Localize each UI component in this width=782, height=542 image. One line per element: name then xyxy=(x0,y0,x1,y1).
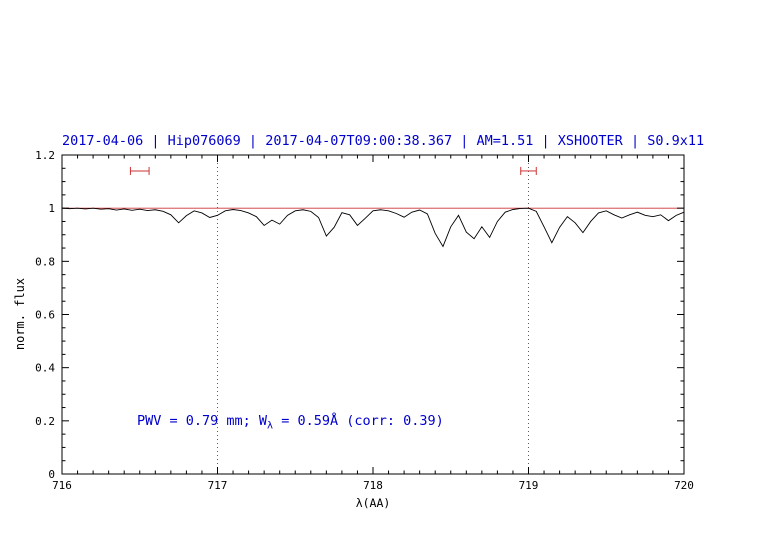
y-tick-label: 1 xyxy=(48,202,55,215)
x-tick-label: 716 xyxy=(52,479,72,492)
x-axis-label: λ(AA) xyxy=(355,496,391,510)
annotation-post: = 0.59Å (corr: 0.39) xyxy=(273,413,444,429)
y-tick-label: 0 xyxy=(48,468,55,481)
tick-labels: 716 717 718 719 720 0 0.2 0.4 0.6 0.8 1 1.2 xyxy=(35,149,694,492)
pwv-annotation: PWV = 0.79 mm; Wλ = 0.59Å (corr: 0.39) xyxy=(137,413,444,432)
ew-markers xyxy=(129,166,537,175)
y-tick-label: 0.4 xyxy=(35,362,55,375)
x-tick-label: 719 xyxy=(519,479,539,492)
plot-title: 2017-04-06 | Hip076069 | 2017-04-07T09:0… xyxy=(62,133,705,149)
y-tick-label: 0.8 xyxy=(35,255,55,268)
annotation-pre: PWV = 0.79 mm; W xyxy=(137,413,268,429)
annotation-lambda-sub: λ xyxy=(267,420,274,432)
y-tick-label: 0.2 xyxy=(35,415,55,428)
x-tick-label: 717 xyxy=(208,479,228,492)
x-tick-label: 720 xyxy=(674,479,694,492)
spectrum-line xyxy=(61,207,685,248)
axis-ticks xyxy=(61,154,685,475)
x-tick-label: 718 xyxy=(363,479,383,492)
y-tick-label: 1.2 xyxy=(35,149,55,162)
y-tick-label: 0.6 xyxy=(35,309,55,322)
